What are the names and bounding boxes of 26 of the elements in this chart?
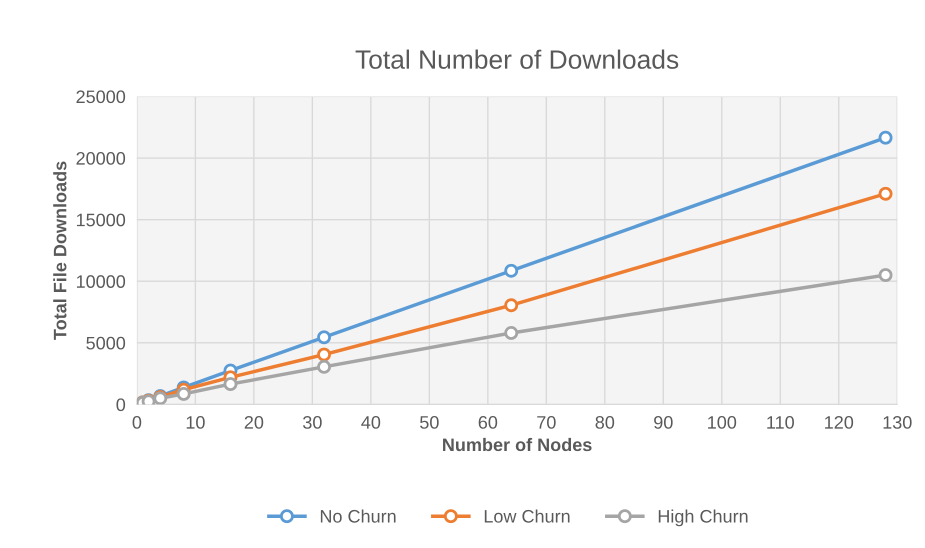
x-tick-label: 20 — [244, 416, 264, 429]
x-tick-label: 100 — [708, 416, 736, 429]
x-tick-label: 90 — [654, 416, 673, 429]
y-tick-label: 20000 — [76, 152, 126, 165]
x-tick-label: 50 — [420, 416, 439, 429]
y-tick-label: 5000 — [86, 336, 126, 350]
x-tick-label: 70 — [537, 416, 556, 429]
legend-label: No Churn — [320, 509, 396, 523]
y-tick-label: 15000 — [76, 214, 126, 226]
x-tick-label: 60 — [478, 416, 498, 429]
y-axis-title: Total File Downloads — [53, 162, 66, 340]
y-tick-label: 25000 — [76, 90, 126, 104]
x-tick-label: 10 — [186, 416, 205, 429]
x-tick-label: 0 — [132, 416, 142, 429]
legend-label: Low Churn — [484, 509, 570, 523]
chart-title: Total Number of Downloads — [356, 50, 678, 69]
x-tick-label: 30 — [303, 416, 322, 429]
x-tick-label: 130 — [884, 416, 912, 429]
x-tick-label: 110 — [767, 416, 794, 429]
x-axis-title: Number of Nodes — [443, 438, 592, 452]
x-tick-label: 40 — [361, 416, 380, 429]
legend-label: High Churn — [658, 509, 748, 526]
x-tick-label: 120 — [825, 416, 854, 429]
y-tick-label: 0 — [116, 398, 126, 412]
y-tick-label: 10000 — [76, 275, 126, 288]
x-tick-label: 80 — [596, 416, 614, 429]
